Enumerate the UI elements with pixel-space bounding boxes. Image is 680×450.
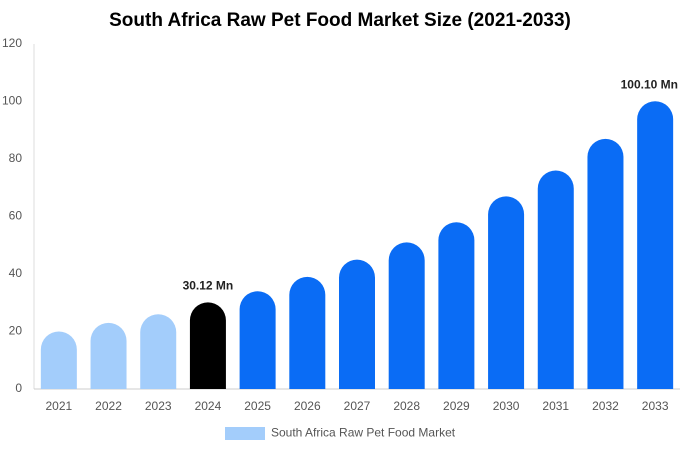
y-tick-label: 80	[9, 151, 23, 165]
x-tick-label: 2021	[45, 399, 72, 413]
bar	[289, 276, 326, 389]
bar	[587, 138, 624, 389]
legend-label: South Africa Raw Pet Food Market	[271, 426, 456, 440]
bar	[90, 322, 127, 389]
x-tick-label: 2029	[443, 399, 470, 413]
chart-title: South Africa Raw Pet Food Market Size (2…	[109, 10, 571, 31]
bar	[140, 314, 177, 389]
bar	[339, 259, 375, 389]
x-tick-label: 2030	[493, 399, 520, 413]
y-tick-label: 40	[9, 266, 23, 280]
bar	[537, 170, 574, 389]
value-label: 30.12 Mn	[183, 279, 234, 293]
x-tick-label: 2024	[195, 399, 222, 413]
bar	[388, 242, 425, 389]
x-tick-label: 2033	[642, 399, 669, 413]
bar	[189, 302, 226, 389]
y-tick-label: 0	[15, 381, 22, 395]
y-tick-label: 20	[9, 324, 23, 338]
legend-swatch	[225, 427, 265, 440]
bar	[239, 291, 276, 389]
x-tick-label: 2022	[95, 399, 122, 413]
bar	[637, 101, 674, 390]
y-tick-label: 120	[2, 36, 22, 50]
x-tick-label: 2026	[294, 399, 321, 413]
y-tick-label: 60	[9, 209, 23, 223]
x-tick-label: 2032	[592, 399, 619, 413]
bar	[40, 331, 77, 389]
x-tick-label: 2027	[344, 399, 371, 413]
x-tick-label: 2025	[244, 399, 271, 413]
y-tick-label: 100	[2, 94, 22, 108]
bar	[438, 222, 475, 389]
bar	[488, 196, 525, 389]
x-tick-label: 2028	[393, 399, 420, 413]
x-tick-label: 2031	[542, 399, 569, 413]
value-label: 100.10 Mn	[621, 77, 678, 91]
x-tick-label: 2023	[145, 399, 172, 413]
